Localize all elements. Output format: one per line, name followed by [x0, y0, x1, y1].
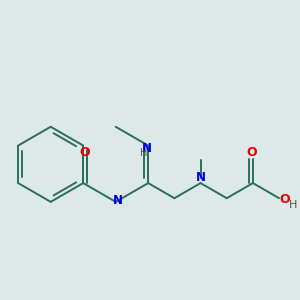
Text: H: H [289, 200, 298, 210]
Text: O: O [80, 146, 90, 159]
Text: H: H [140, 148, 148, 158]
Text: N: N [142, 142, 152, 154]
Text: O: O [280, 193, 290, 206]
Text: N: N [113, 194, 123, 207]
Text: O: O [246, 146, 256, 159]
Text: N: N [196, 171, 206, 184]
